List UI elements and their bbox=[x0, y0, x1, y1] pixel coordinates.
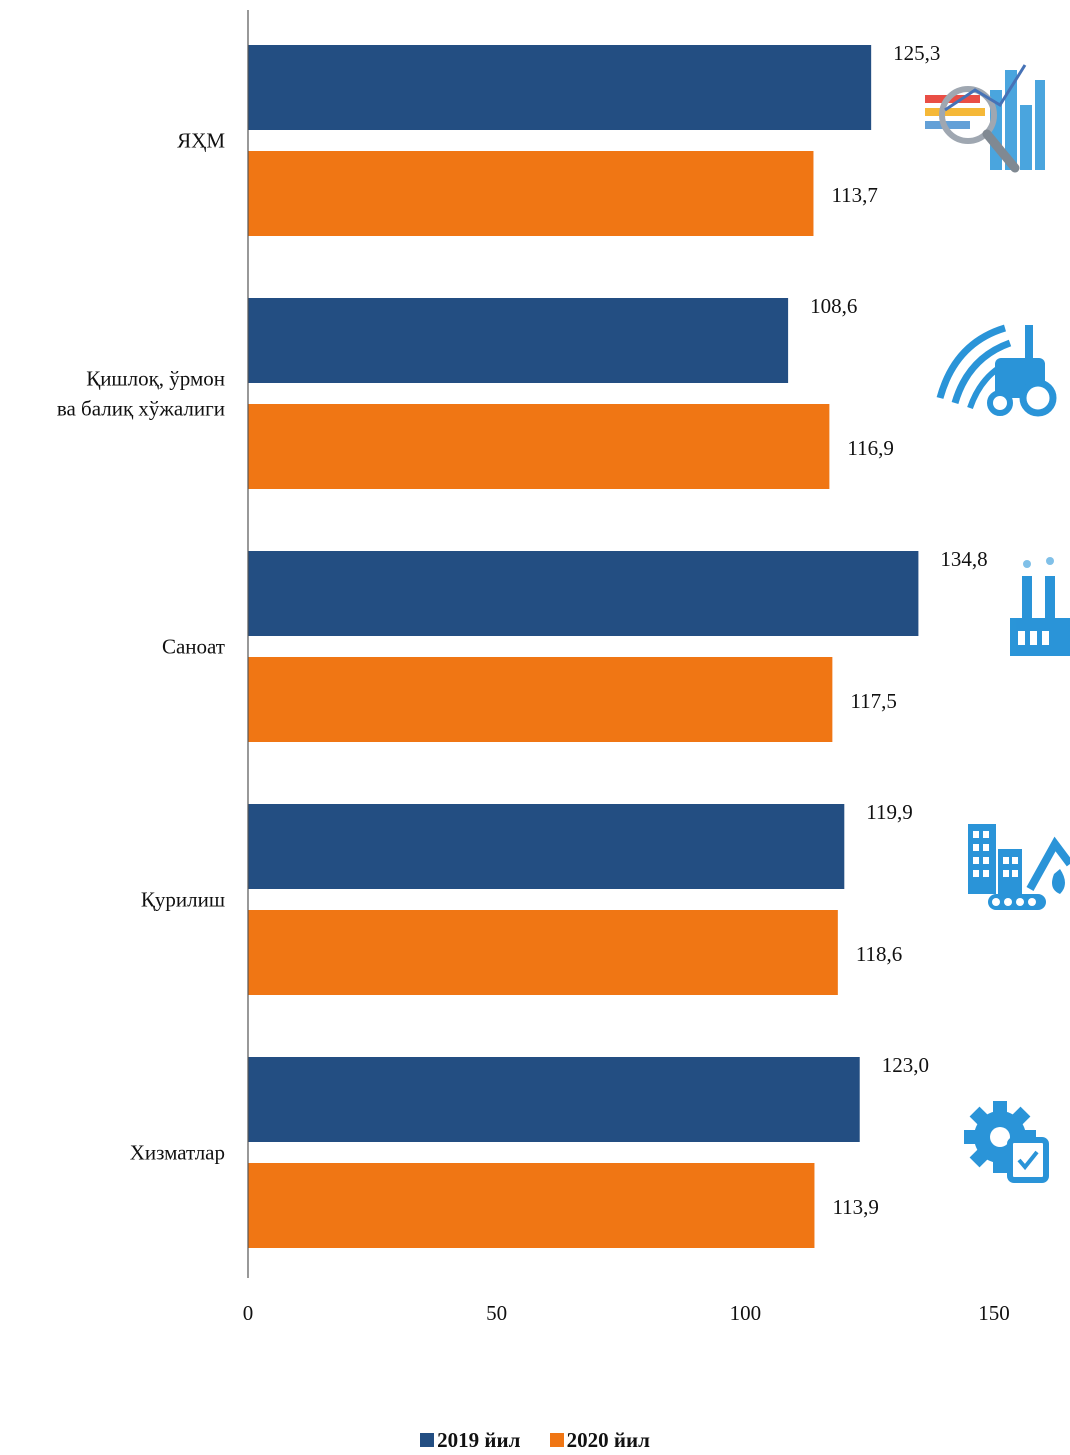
bar-2019-4 bbox=[248, 1057, 860, 1142]
category-label-4: Хизматлар bbox=[130, 1141, 225, 1165]
category-label-2: Саноат bbox=[162, 635, 225, 659]
value-label-2020-2: 117,5 bbox=[850, 689, 896, 713]
bar-2019-2 bbox=[248, 551, 919, 636]
legend-item-2020: 2020 йил bbox=[549, 1428, 650, 1453]
category-label-1-line-1: ва балиқ хўжалиги bbox=[57, 397, 225, 421]
value-label-2019-4: 123,0 bbox=[882, 1053, 929, 1077]
gear-checklist-icon bbox=[964, 1101, 1049, 1183]
legend-swatch-2020 bbox=[549, 1433, 564, 1447]
value-label-2020-3: 118,6 bbox=[856, 942, 902, 966]
bar-2019-1 bbox=[248, 298, 789, 383]
category-icons bbox=[925, 64, 1070, 1183]
value-label-2020-0: 113,7 bbox=[831, 183, 877, 207]
construction-excavator-icon bbox=[968, 824, 1070, 910]
legend-item-2019: 2019 йил bbox=[420, 1428, 520, 1453]
value-label-2020-1: 116,9 bbox=[847, 436, 893, 460]
legend-label-2019: 2019 йил bbox=[437, 1428, 521, 1452]
legend-swatch-2019 bbox=[420, 1433, 435, 1447]
category-label-0: ЯҲМ bbox=[177, 129, 225, 153]
bar-2020-0 bbox=[248, 151, 814, 236]
factory-icon bbox=[1010, 557, 1070, 656]
x-tick-label-150: 150 bbox=[978, 1301, 1010, 1325]
bar-2019-0 bbox=[248, 45, 872, 130]
category-label-1-line-0: Қишлоқ, ўрмон bbox=[86, 367, 225, 391]
value-label-2020-4: 113,9 bbox=[832, 1195, 878, 1219]
x-tick-label-50: 50 bbox=[486, 1301, 507, 1325]
category-label-3: Қурилиш bbox=[141, 888, 225, 912]
x-tick-label-100: 100 bbox=[730, 1301, 762, 1325]
legend: 2019 йил 2020 йил bbox=[0, 1428, 1070, 1453]
tractor-agriculture-icon bbox=[936, 324, 1057, 417]
value-labels: 125,3 113,7 108,6 116,9 134,8 117,5 119,9 118,6… bbox=[810, 41, 988, 1219]
bar-2020-1 bbox=[248, 404, 830, 489]
chart-analytics-icon bbox=[925, 64, 1045, 173]
legend-label-2020: 2020 йил bbox=[566, 1428, 650, 1452]
x-tick-label-0: 0 bbox=[243, 1301, 254, 1325]
bar-2020-2 bbox=[248, 657, 833, 742]
bars-group bbox=[248, 45, 919, 1248]
bar-2020-3 bbox=[248, 910, 838, 995]
category-labels: ЯҲМ Қишлоқ, ўрмон ва балиқ хўжалиги Саноат Қ… bbox=[57, 129, 225, 1165]
value-label-2019-0: 125,3 bbox=[893, 41, 940, 65]
bar-chart: ЯҲМ Қишлоқ, ўрмон ва балиқ хўжалиги Саноат Қ… bbox=[57, 10, 1070, 1325]
value-label-2019-2: 134,8 bbox=[940, 547, 987, 571]
bar-2019-3 bbox=[248, 804, 845, 889]
value-label-2019-1: 108,6 bbox=[810, 294, 857, 318]
bar-2020-4 bbox=[248, 1163, 815, 1248]
value-label-2019-3: 119,9 bbox=[866, 800, 912, 824]
x-tick-labels: 0 50 100 150 bbox=[243, 1301, 1010, 1325]
